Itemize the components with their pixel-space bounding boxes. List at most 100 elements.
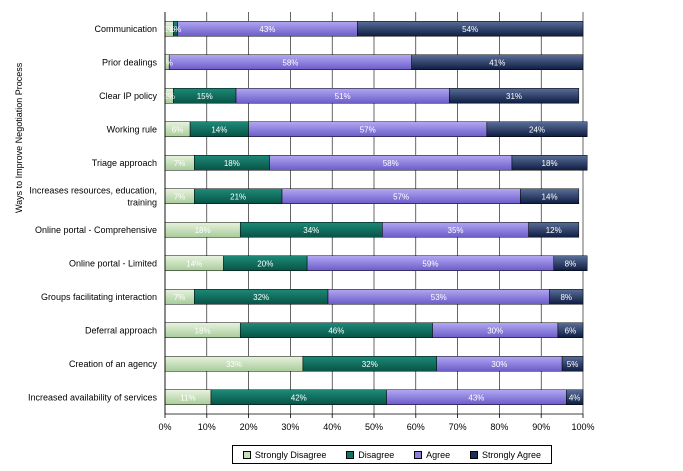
legend-item-disagree: Disagree [346, 450, 394, 460]
data-label: 12% [546, 226, 562, 235]
grid [164, 12, 584, 414]
data-label: 43% [468, 393, 484, 402]
category-label: Clear IP policy [99, 91, 157, 101]
data-label: 43% [259, 25, 275, 34]
category-label: Creation of an agency [69, 359, 158, 369]
x-axis-ticks: 0% 10% 20% 30% 40% 50% 60% 70% 80% 90% 100% [158, 12, 595, 432]
legend-label-strongly-disagree: Strongly Disagree [254, 449, 327, 460]
category-label: training [127, 197, 157, 207]
data-label: 53% [431, 293, 447, 302]
data-label: 14% [186, 259, 202, 268]
data-label: 57% [360, 125, 376, 134]
data-label: 30% [487, 326, 503, 335]
data-label: 1% [170, 25, 182, 34]
bar-strongly-agree-clear-ip-policy [448, 88, 580, 104]
data-label: 14% [542, 192, 558, 201]
data-label: 11% [180, 393, 195, 402]
category-label: Increased availability of services [28, 392, 158, 402]
legend-item-agree: Agree [414, 450, 450, 460]
data-label: 4% [569, 393, 581, 402]
bar-strongly-agree-increased-availability-of-services [566, 389, 584, 405]
category-labels: Communication Prior dealings Clear IP poli… [28, 24, 158, 403]
bar-strongly-agree-online-portal-comprehensive [528, 222, 580, 238]
x-tick-label: 20% [240, 422, 258, 432]
data-label: 18% [195, 326, 211, 335]
data-label: 7% [174, 192, 186, 201]
data-label: 30% [491, 360, 507, 369]
x-tick-label: 0% [158, 422, 171, 432]
x-tick-label: 100% [571, 422, 594, 432]
category-label: Prior dealings [102, 57, 158, 67]
data-label: 57% [393, 192, 409, 201]
x-tick-label: 70% [449, 422, 467, 432]
data-label: 14% [211, 125, 227, 134]
legend-label-agree: Agree [426, 449, 451, 460]
legend-label-disagree: Disagree [358, 449, 395, 460]
category-label: Online portal - Limited [69, 258, 157, 268]
legend: Strongly Disagree Disagree Agree Strongl… [232, 445, 552, 464]
data-label: 59% [422, 259, 438, 268]
category-label: Deferral approach [85, 325, 157, 335]
category-label: Working rule [107, 124, 157, 134]
x-tick-label: 90% [532, 422, 550, 432]
bar-strongly-agree-prior-dealings [411, 54, 584, 70]
data-label: 35% [448, 226, 464, 235]
data-label: 32% [253, 293, 269, 302]
data-label: 18% [195, 226, 211, 235]
category-label: Online portal - Comprehensive [35, 225, 157, 235]
data-label: 2% [163, 25, 175, 34]
data-label: 32% [362, 360, 378, 369]
category-label: Increases resources, education, [29, 185, 157, 195]
data-label: 41% [489, 58, 505, 67]
data-label: 46% [328, 326, 344, 335]
legend-item-strongly-disagree: Strongly Disagree [242, 449, 327, 460]
x-tick-label: 50% [365, 422, 383, 432]
data-label: 8% [560, 293, 572, 302]
data-label: 6% [565, 326, 577, 335]
data-label: 51% [335, 92, 351, 101]
data-label: 31% [506, 92, 522, 101]
x-tick-label: 10% [198, 422, 216, 432]
bar-strongly-agree-online-portal-limited [553, 255, 588, 271]
data-labels: 2%1% 43% 54%1% 58% 41%2% 15% 51% 31%6% 14% 57% 24%… [161, 25, 580, 403]
data-label: 33% [226, 360, 242, 369]
data-label: 15% [197, 92, 213, 101]
data-label: 58% [282, 58, 298, 67]
bar-strongly-agree-creation-of-an-agency [561, 356, 584, 372]
category-label: Triage approach [92, 158, 157, 168]
data-label: 6% [172, 125, 184, 134]
x-tick-label: 30% [281, 422, 299, 432]
data-label: 2% [163, 92, 175, 101]
legend-label-strongly-agree: Strongly Agree [482, 449, 542, 460]
legend-swatch-agree [414, 450, 423, 459]
legend-swatch-strongly-disagree [242, 450, 251, 459]
bar-strongly-agree-increases-resources-education-training [520, 188, 580, 204]
x-tick-label: 80% [490, 422, 508, 432]
legend-swatch-strongly-agree [470, 450, 478, 459]
data-label: 54% [462, 25, 478, 34]
data-label: 42% [291, 393, 307, 402]
y-axis-title: Ways to Improve Negotiation Process [14, 62, 24, 213]
category-label: Groups facilitating interaction [41, 292, 157, 302]
data-label: 8% [565, 259, 577, 268]
data-label: 7% [174, 159, 186, 168]
data-label: 34% [303, 226, 319, 235]
category-label: Communication [94, 24, 157, 34]
bar-strongly-agree-deferral-approach [557, 322, 584, 338]
legend-swatch-disagree [346, 450, 355, 459]
x-tick-label: 40% [323, 422, 341, 432]
bars [164, 21, 588, 405]
legend-item-strongly-agree: Strongly Agree [470, 450, 541, 460]
data-label: 24% [529, 125, 545, 134]
data-label: 58% [383, 159, 399, 168]
data-label: 7% [174, 293, 186, 302]
data-label: 5% [567, 360, 579, 369]
bar-strongly-agree-groups-facilitating-interaction [549, 289, 584, 305]
data-label: 18% [542, 159, 558, 168]
data-label: 21% [230, 192, 246, 201]
bar-strongly-agree-working-rule [486, 121, 588, 137]
data-label: 18% [224, 159, 240, 168]
bar-strongly-agree-triage-approach [511, 155, 588, 171]
